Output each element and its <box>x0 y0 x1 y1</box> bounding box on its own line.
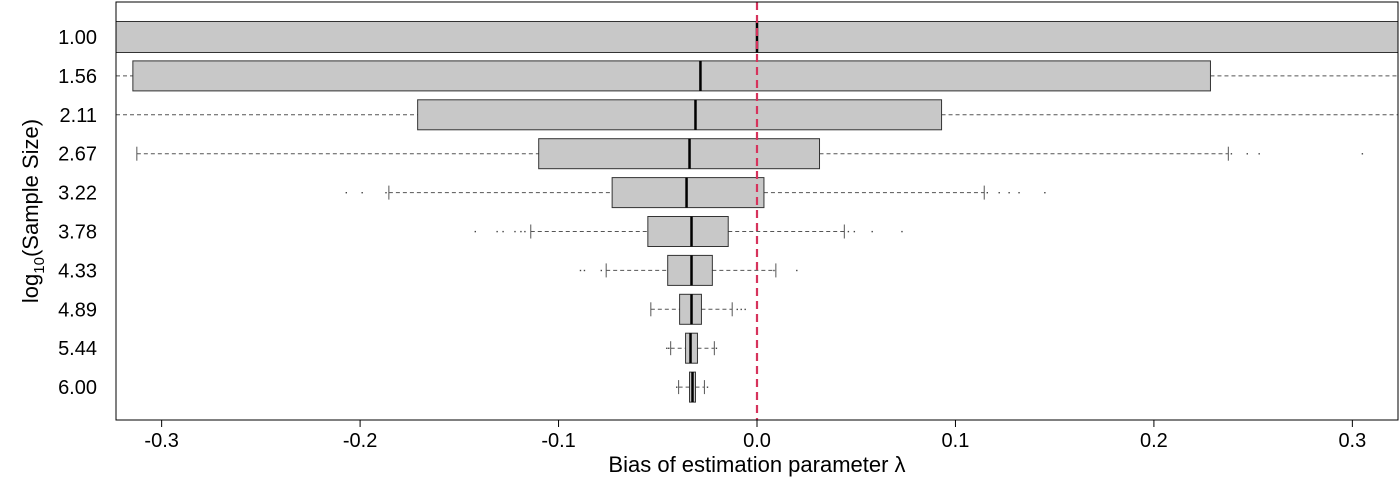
outlier-point <box>853 230 856 233</box>
y-tick-label: 4.89 <box>58 299 97 321</box>
box-rect <box>667 254 713 286</box>
box-rect <box>538 138 821 170</box>
box-4.33 <box>579 254 798 286</box>
outlier-point <box>986 192 989 194</box>
box-rect <box>132 60 1211 92</box>
outlier-point <box>496 230 498 233</box>
y-tick-label: 1.56 <box>58 66 97 88</box>
outlier-point <box>1361 153 1364 155</box>
x-tick-label: 0.0 <box>743 430 771 452</box>
outlier-point <box>345 192 348 194</box>
box-1.56 <box>116 60 1398 92</box>
x-axis-title: Bias of estimation parameter λ <box>608 452 905 477</box>
y-axis: 6.00 5.44 4.89 4.33 3.78 3.22 2.67 2.11 1.56 1.00 <box>58 27 97 399</box>
x-tick-label: -0.3 <box>144 430 178 452</box>
outlier-point <box>901 230 903 233</box>
outlier-point <box>1230 153 1233 155</box>
box-3.78 <box>474 216 903 247</box>
outlier-point <box>773 269 775 272</box>
y-tick-label: 1.00 <box>58 27 97 49</box>
outlier-point <box>524 230 526 233</box>
outlier-point <box>706 386 709 388</box>
outlier-point <box>600 269 603 272</box>
outlier-point <box>474 230 476 233</box>
outlier-point <box>502 230 504 233</box>
outlier-point <box>1008 192 1010 194</box>
outlier-point <box>715 347 718 349</box>
box-3.22 <box>345 177 1046 209</box>
x-tick-label: 0.1 <box>942 430 970 452</box>
outlier-point <box>385 192 387 194</box>
y-tick-label: 2.11 <box>60 105 97 127</box>
outlier-point <box>1258 153 1260 155</box>
y-tick-label: 2.67 <box>58 144 97 166</box>
box-6.00 <box>676 371 709 403</box>
outlier-point <box>514 230 516 233</box>
outlier-point <box>579 269 582 272</box>
x-tick-label: -0.2 <box>343 430 377 452</box>
outlier-point <box>1044 192 1046 194</box>
outlier-point <box>361 192 363 194</box>
box-2.67 <box>136 138 1364 170</box>
y-tick-label: 5.44 <box>58 338 97 360</box>
y-tick-label: 3.22 <box>58 183 97 205</box>
box-rect <box>417 99 943 131</box>
outlier-point <box>666 347 668 349</box>
outlier-point <box>1246 153 1248 155</box>
x-tick-label: 0.3 <box>1338 430 1366 452</box>
box-4.89 <box>650 293 746 325</box>
box-2.11 <box>116 99 1398 131</box>
box-5.44 <box>666 332 718 364</box>
outlier-point <box>796 269 798 272</box>
box-rect <box>647 216 729 247</box>
y-axis-title-subscript: 10 <box>31 257 48 274</box>
outlier-point <box>583 269 586 272</box>
y-axis-title-main: log <box>18 274 43 303</box>
y-axis-title-rest: (Sample Size) <box>18 119 43 257</box>
outlier-point <box>1018 192 1020 194</box>
outlier-point <box>736 308 738 311</box>
outlier-point <box>676 386 678 388</box>
x-tick-label: 0.2 <box>1140 430 1168 452</box>
outlier-point <box>847 230 850 233</box>
box-rect <box>611 177 765 209</box>
outlier-point <box>520 230 522 233</box>
outlier-point <box>740 308 742 311</box>
outlier-point <box>744 308 746 311</box>
y-tick-label: 6.00 <box>58 377 97 399</box>
y-tick-label: 4.33 <box>58 260 97 282</box>
y-tick-label: 3.78 <box>58 222 97 244</box>
y-axis-title: log10(Sample Size) <box>18 119 48 303</box>
outlier-point <box>668 347 670 349</box>
outlier-point <box>871 230 873 233</box>
x-tick-label: -0.1 <box>541 430 575 452</box>
x-axis: -0.3 -0.2 -0.1 0.0 0.1 0.2 0.3 <box>144 420 1366 452</box>
outlier-point <box>998 192 1000 194</box>
